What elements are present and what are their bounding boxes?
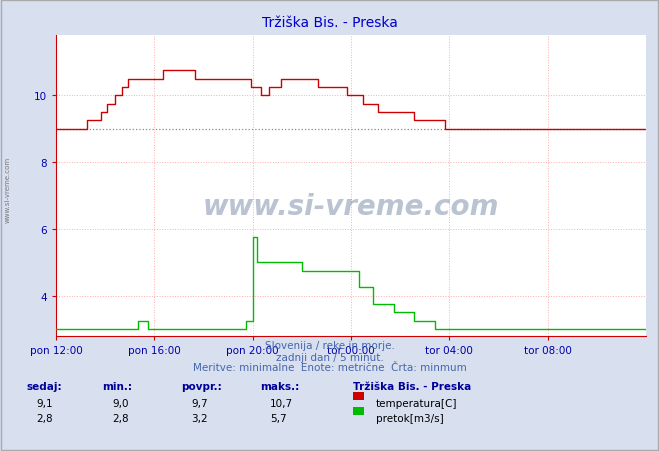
Text: 2,8: 2,8 <box>112 413 129 423</box>
Text: 10,7: 10,7 <box>270 398 293 408</box>
Text: pretok[m3/s]: pretok[m3/s] <box>376 413 444 423</box>
Text: Tržiška Bis. - Preska: Tržiška Bis. - Preska <box>262 16 397 30</box>
Text: 2,8: 2,8 <box>36 413 53 423</box>
Text: min.:: min.: <box>102 381 132 391</box>
Text: 9,7: 9,7 <box>191 398 208 408</box>
Text: zadnji dan / 5 minut.: zadnji dan / 5 minut. <box>275 352 384 362</box>
Text: temperatura[C]: temperatura[C] <box>376 398 457 408</box>
Text: povpr.:: povpr.: <box>181 381 222 391</box>
Text: 5,7: 5,7 <box>270 413 287 423</box>
Text: Meritve: minimalne  Enote: metrične  Črta: minmum: Meritve: minimalne Enote: metrične Črta:… <box>192 363 467 373</box>
Text: maks.:: maks.: <box>260 381 300 391</box>
Text: Tržiška Bis. - Preska: Tržiška Bis. - Preska <box>353 381 471 391</box>
Text: 9,0: 9,0 <box>112 398 129 408</box>
Text: www.si-vreme.com: www.si-vreme.com <box>203 193 499 221</box>
Text: sedaj:: sedaj: <box>26 381 62 391</box>
Text: 3,2: 3,2 <box>191 413 208 423</box>
Text: Slovenija / reke in morje.: Slovenija / reke in morje. <box>264 341 395 350</box>
Text: www.si-vreme.com: www.si-vreme.com <box>5 156 11 222</box>
Text: 9,1: 9,1 <box>36 398 53 408</box>
